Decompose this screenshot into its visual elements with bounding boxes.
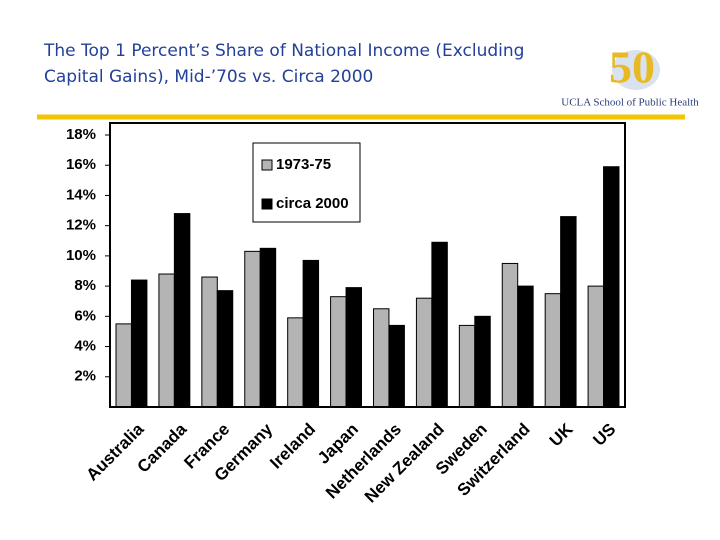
bar [345, 287, 362, 408]
bar [474, 315, 491, 408]
y-tick-label: 18% [66, 126, 96, 143]
bar [603, 166, 620, 408]
y-tick-label: 6% [74, 307, 96, 324]
bar [115, 323, 132, 408]
bar [501, 262, 519, 408]
bar [259, 247, 277, 408]
bar [415, 297, 433, 408]
y-tick-label: 16% [66, 156, 96, 173]
y-tick-label: 14% [66, 186, 96, 203]
logo: 50 UCLA School of Public Health [561, 42, 699, 109]
legend-label: 1973-75 [276, 156, 331, 173]
title-line: The Top 1 Percent’s Share of National In… [43, 41, 524, 61]
y-tick-label: 2% [74, 368, 96, 385]
bar [517, 285, 534, 408]
y-tick-label: 10% [66, 247, 96, 264]
bar [544, 293, 562, 408]
bar [587, 285, 605, 408]
bar [458, 324, 476, 408]
bar [560, 216, 577, 408]
bar [431, 241, 448, 408]
title-line: Capital Gains), Mid-’70s vs. Circa 2000 [44, 67, 373, 87]
x-tick-label: Australia [83, 419, 148, 484]
logo-globe [612, 50, 660, 90]
bar [130, 279, 148, 408]
bar [373, 308, 390, 408]
y-tick-label: 4% [74, 338, 96, 355]
bar [330, 296, 347, 408]
logo-mark: 50 [609, 42, 655, 93]
logo-text: UCLA School of Public Health [561, 97, 699, 109]
legend-swatch [261, 159, 273, 171]
x-tick-label: US [589, 420, 619, 450]
bar [302, 259, 320, 408]
bar [216, 290, 234, 408]
bar [388, 324, 405, 408]
y-tick-label: 8% [74, 277, 96, 294]
bar [287, 317, 304, 408]
bar [158, 273, 175, 408]
bar [173, 213, 191, 408]
bar [201, 276, 218, 408]
bar [244, 250, 261, 408]
x-tick-label: UK [546, 419, 577, 450]
legend-label: circa 2000 [276, 195, 349, 212]
legend-swatch [261, 198, 273, 210]
y-tick-label: 12% [66, 217, 96, 234]
x-tick-label: Ireland [266, 420, 319, 473]
